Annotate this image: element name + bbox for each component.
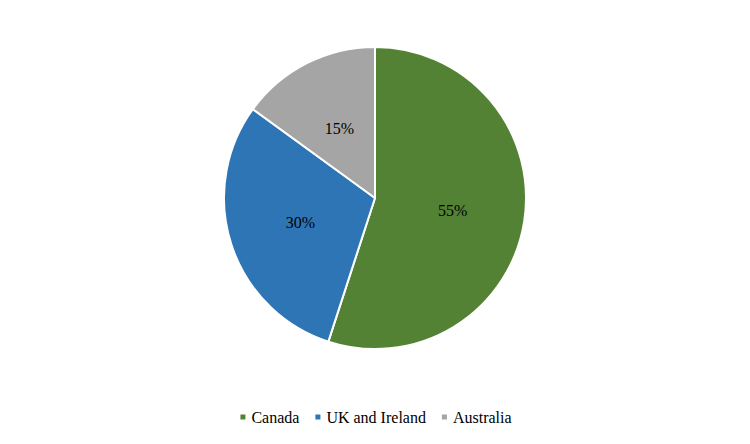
svg-text:55%: 55% xyxy=(438,202,467,219)
svg-text:Canada: Canada xyxy=(251,409,299,426)
svg-text:15%: 15% xyxy=(325,120,354,137)
svg-text:UK and Ireland: UK and Ireland xyxy=(326,409,426,426)
svg-text:30%: 30% xyxy=(286,214,315,231)
svg-text:Australia: Australia xyxy=(453,409,512,426)
